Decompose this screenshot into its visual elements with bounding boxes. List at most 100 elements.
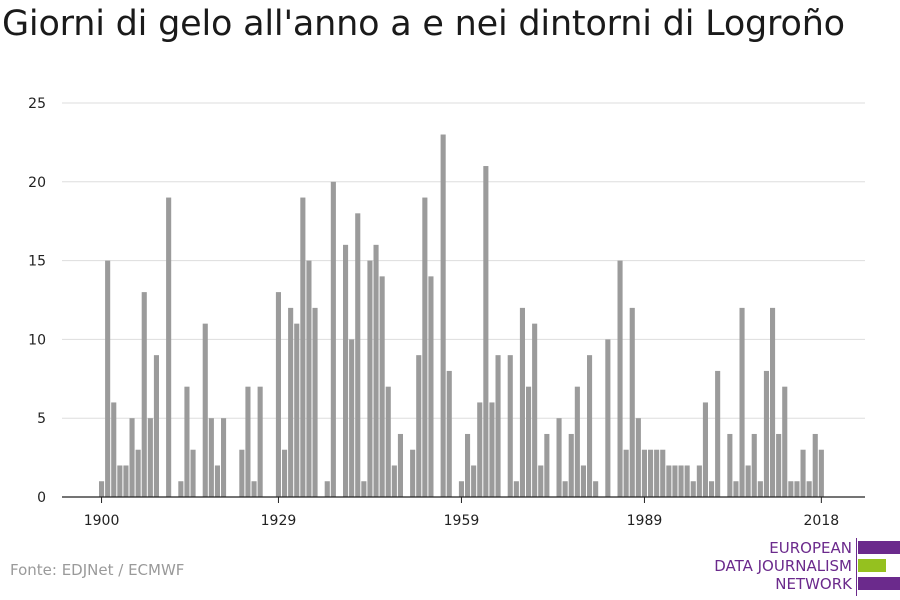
bar <box>349 339 355 497</box>
bar <box>556 418 562 497</box>
edjnet-logo: EUROPEAN DATA JOURNALISM NETWORK <box>700 538 900 596</box>
x-axis-ticks: 1900 1929 1959 1989 2018 <box>84 497 839 529</box>
bar <box>776 433 782 497</box>
bar <box>782 386 788 497</box>
bar <box>770 307 776 497</box>
x-tick-label: 1900 <box>84 513 120 529</box>
bar <box>568 433 574 497</box>
bar <box>800 449 806 497</box>
logo-bar-green <box>858 559 886 572</box>
bar <box>111 402 117 497</box>
bar <box>141 292 147 497</box>
bar <box>629 307 635 497</box>
grid-lines <box>62 102 865 419</box>
bar <box>641 449 647 497</box>
bar <box>495 355 501 497</box>
bar <box>446 370 452 497</box>
bar <box>355 213 361 497</box>
bar <box>751 433 757 497</box>
logo-line-2: DATA JOURNALISM <box>714 557 852 575</box>
logo-line-3: NETWORK <box>775 575 852 593</box>
bar <box>221 418 227 497</box>
bar <box>129 418 135 497</box>
bar <box>105 260 111 497</box>
bar <box>373 244 379 497</box>
bar <box>428 276 434 497</box>
bar <box>99 481 105 497</box>
bar <box>574 386 580 497</box>
bar <box>654 449 660 497</box>
bar <box>135 449 141 497</box>
bar <box>526 386 532 497</box>
bar <box>330 181 336 498</box>
bar-chart: 0 5 10 15 20 25 1900 1929 1959 1989 2018 <box>28 96 865 529</box>
bar <box>605 339 611 497</box>
bar <box>123 465 129 497</box>
bar <box>666 465 672 497</box>
chart-title: Giorni di gelo all'anno a e nei dintorni… <box>2 4 845 44</box>
bar <box>184 386 190 497</box>
bar <box>757 481 763 497</box>
bar <box>660 449 666 497</box>
bar <box>458 481 464 497</box>
bar <box>312 307 318 497</box>
bar <box>190 449 196 497</box>
bar <box>818 449 824 497</box>
bar <box>385 386 391 497</box>
bar <box>166 197 172 497</box>
y-tick-label: 5 <box>37 411 46 427</box>
bar <box>147 418 153 497</box>
bar <box>397 433 403 497</box>
bar <box>635 418 641 497</box>
bar <box>208 418 214 497</box>
bar <box>251 481 257 497</box>
bar <box>410 449 416 497</box>
bar <box>379 276 385 497</box>
bar <box>367 260 373 497</box>
bar <box>794 481 800 497</box>
bar <box>739 307 745 497</box>
bar <box>153 355 159 497</box>
bar <box>391 465 397 497</box>
logo-line-1: EUROPEAN <box>769 539 852 557</box>
bar <box>562 481 568 497</box>
y-axis-tick-labels: 0 5 10 15 20 25 <box>28 96 46 506</box>
bar <box>587 355 593 497</box>
bar <box>532 323 538 497</box>
x-tick-label: 2018 <box>804 513 840 529</box>
bar <box>489 402 495 497</box>
x-tick-label: 1929 <box>261 513 297 529</box>
bar <box>696 465 702 497</box>
bar <box>513 481 519 497</box>
bar <box>709 481 715 497</box>
bar <box>733 481 739 497</box>
logo-bar-purple-bottom <box>858 577 900 590</box>
bar <box>544 433 550 497</box>
bar <box>117 465 123 497</box>
bar <box>361 481 367 497</box>
bar <box>684 465 690 497</box>
bar <box>702 402 708 497</box>
bar <box>300 197 306 497</box>
bar <box>593 481 599 497</box>
bar <box>477 402 483 497</box>
bar <box>672 465 678 497</box>
bar <box>745 465 751 497</box>
bar <box>715 370 721 497</box>
bar <box>623 449 629 497</box>
bar <box>416 355 422 497</box>
bar <box>178 481 184 497</box>
bar <box>422 197 428 497</box>
y-tick-label: 0 <box>37 490 46 506</box>
bar <box>282 449 288 497</box>
bar <box>275 292 281 497</box>
bar <box>617 260 623 497</box>
bar <box>763 370 769 497</box>
bar <box>806 481 812 497</box>
bar <box>678 465 684 497</box>
bars <box>99 134 824 498</box>
bar <box>812 433 818 497</box>
bar <box>294 323 300 497</box>
bar <box>306 260 312 497</box>
bar <box>239 449 245 497</box>
